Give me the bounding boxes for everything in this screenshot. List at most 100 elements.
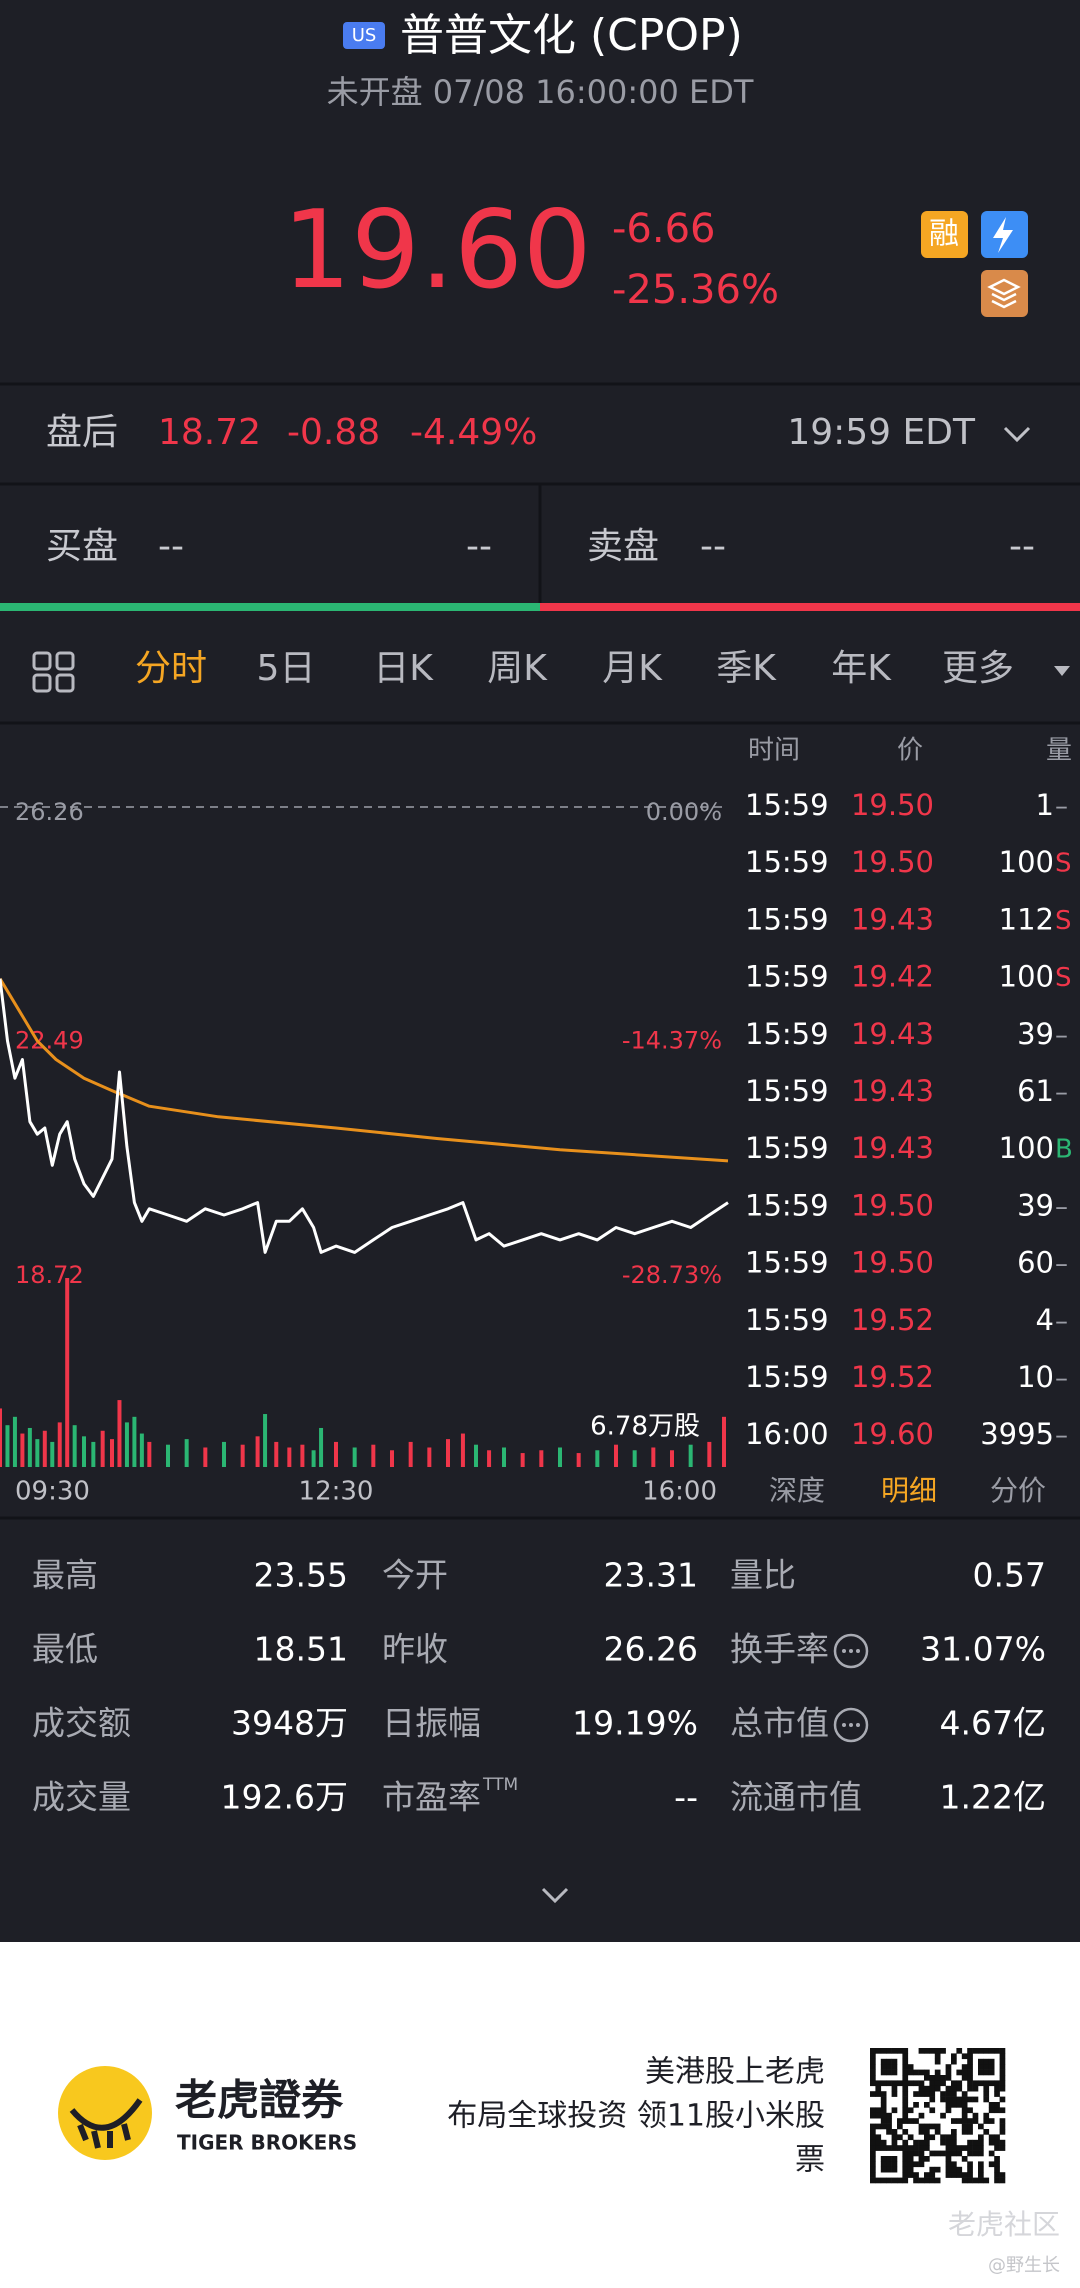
qr-module xyxy=(924,2156,930,2162)
qr-module xyxy=(967,2129,973,2135)
qr-module xyxy=(880,2064,887,2070)
qr-module xyxy=(880,2080,887,2087)
trade-side: – xyxy=(1055,1078,1068,1108)
qr-module xyxy=(999,2145,1006,2151)
qr-module xyxy=(940,2048,946,2054)
qr-module xyxy=(902,2064,909,2070)
qr-module xyxy=(999,2075,1006,2081)
qr-module xyxy=(870,2075,876,2081)
margin-icon[interactable] xyxy=(921,211,968,258)
qr-module xyxy=(961,2129,968,2135)
trade-tab[interactable]: 明细 xyxy=(881,1474,937,1507)
qr-module xyxy=(870,2080,876,2087)
stat-label: 流通市值 xyxy=(730,1778,862,1817)
qr-module xyxy=(875,2123,882,2130)
qr-module xyxy=(961,2112,968,2119)
market-status: 未开盘 07/08 16:00:00 EDT xyxy=(327,73,754,111)
qr-module xyxy=(875,2048,882,2054)
qr-module xyxy=(875,2091,882,2097)
trade-price: 19.50 xyxy=(851,1246,934,1280)
qr-module xyxy=(967,2075,973,2081)
trade-price: 19.50 xyxy=(851,1188,934,1222)
qr-module xyxy=(951,2134,957,2141)
volume-bar xyxy=(240,1444,245,1467)
after-hours-time[interactable]: 19:59 EDT xyxy=(787,412,976,453)
volume-bar xyxy=(558,1447,562,1467)
expand-chevron[interactable] xyxy=(1003,426,1031,443)
qr-module xyxy=(902,2075,909,2081)
qr-module xyxy=(940,2080,946,2087)
qr-module xyxy=(951,2161,957,2168)
qr-module xyxy=(891,2129,898,2135)
layout-icon[interactable] xyxy=(32,651,75,693)
qr-module xyxy=(870,2053,876,2060)
qr-module xyxy=(961,2172,968,2178)
volume-bar xyxy=(110,1439,114,1467)
qr-module xyxy=(945,2102,952,2108)
period-tab[interactable]: 周K xyxy=(487,648,548,689)
qr-module xyxy=(940,2096,946,2103)
qr-module xyxy=(945,2166,952,2173)
trade-price: 19.43 xyxy=(851,1074,934,1108)
qr-module xyxy=(956,2069,963,2076)
qr-module xyxy=(951,2150,957,2157)
period-tab[interactable]: 季K xyxy=(716,648,777,689)
after-hours-price: 18.72 xyxy=(158,412,261,453)
volume-bar xyxy=(502,1447,506,1467)
qr-module xyxy=(886,2161,892,2168)
trade-time: 15:59 xyxy=(745,1246,829,1280)
stock-title: 普普文化 (CPOP) xyxy=(400,10,743,61)
flash-glyph xyxy=(993,217,1013,253)
qr-module xyxy=(918,2145,925,2151)
trade-time: 15:59 xyxy=(745,845,829,879)
trade-qty: 10 xyxy=(1017,1360,1054,1394)
qr-module xyxy=(961,2096,968,2103)
qr-module xyxy=(961,2123,968,2130)
more-arrow[interactable] xyxy=(1054,666,1070,676)
volume-bar xyxy=(460,1433,465,1467)
info-icon[interactable] xyxy=(833,1707,869,1743)
qr-module xyxy=(983,2112,990,2119)
qr-module xyxy=(870,2150,876,2157)
qr-module xyxy=(891,2085,898,2092)
qr-module xyxy=(978,2069,984,2076)
qr-module xyxy=(886,2156,892,2162)
stat-label: 日振幅 xyxy=(382,1704,481,1743)
volume-bar xyxy=(65,1278,70,1467)
trade-qty: 4 xyxy=(1036,1303,1054,1337)
trade-side: S xyxy=(1055,963,1072,993)
qr-module xyxy=(934,2053,941,2060)
info-icon[interactable] xyxy=(833,1633,869,1669)
qr-module xyxy=(994,2145,1000,2151)
period-tab[interactable]: 年K xyxy=(831,648,892,689)
qr-module xyxy=(870,2145,876,2151)
trade-price: 19.43 xyxy=(851,902,934,936)
trade-tab[interactable]: 深度 xyxy=(769,1474,825,1507)
expand-stats[interactable] xyxy=(541,1887,569,1904)
qr-module xyxy=(934,2075,941,2081)
qr-module xyxy=(967,2085,973,2092)
trade-time: 15:59 xyxy=(745,1017,829,1051)
volume-bar xyxy=(520,1453,525,1467)
qr-module xyxy=(907,2172,914,2178)
trade-time: 15:59 xyxy=(745,788,829,822)
education-glyph xyxy=(987,278,1021,309)
period-tab[interactable]: 5日 xyxy=(257,648,316,689)
ask-price: -- xyxy=(700,526,726,567)
qr-module xyxy=(967,2172,973,2178)
qr-module xyxy=(983,2064,990,2070)
qr-module xyxy=(951,2145,957,2151)
qr-module xyxy=(961,2091,968,2097)
trade-tab[interactable]: 分价 xyxy=(990,1474,1046,1507)
qr-module xyxy=(902,2139,909,2146)
period-tab[interactable]: 月K xyxy=(602,648,663,689)
qr-module xyxy=(902,2156,909,2162)
period-tab[interactable]: 更多 xyxy=(942,648,1014,689)
volume-bar xyxy=(427,1447,432,1467)
period-tab[interactable]: 日K xyxy=(373,648,434,689)
y-tick-label: 22.49 xyxy=(15,1027,84,1055)
qr-module xyxy=(945,2139,952,2146)
qr-module xyxy=(967,2166,973,2173)
period-tab[interactable]: 分时 xyxy=(135,648,207,689)
qr-module xyxy=(972,2080,979,2087)
